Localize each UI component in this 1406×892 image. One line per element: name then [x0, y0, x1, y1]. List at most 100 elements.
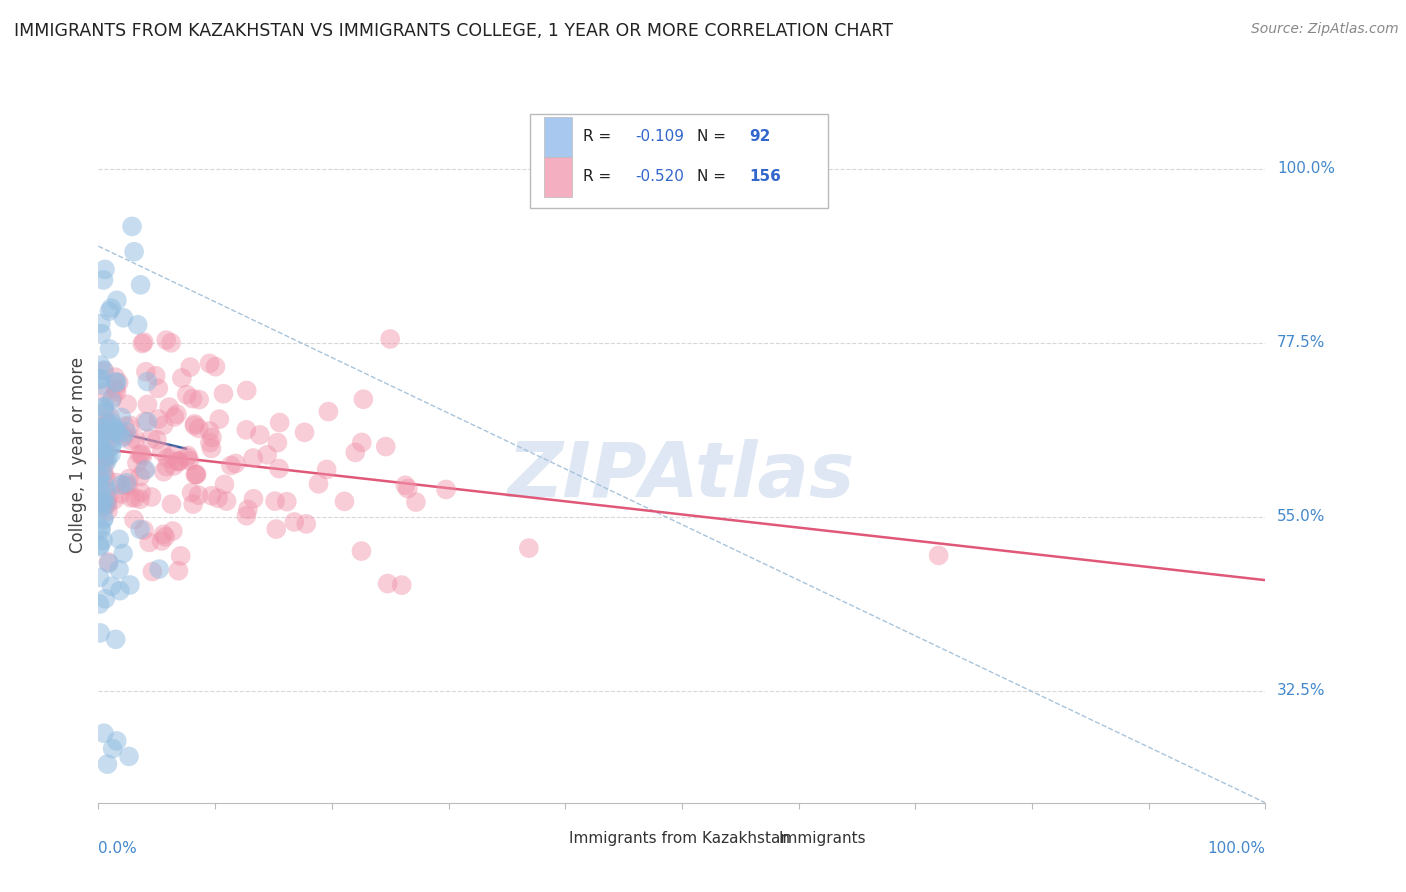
Point — [183, 417, 205, 431]
Point — [120, 434, 142, 448]
Point — [136, 397, 159, 411]
Point — [242, 491, 264, 506]
Point — [135, 365, 157, 379]
Point — [380, 332, 402, 346]
Point — [200, 489, 222, 503]
Point — [114, 419, 136, 434]
Point — [89, 372, 111, 386]
Point — [110, 487, 132, 501]
Point — [160, 449, 183, 463]
Point — [90, 487, 112, 501]
FancyBboxPatch shape — [544, 118, 572, 157]
Point — [283, 515, 305, 529]
Point — [264, 494, 287, 508]
Point — [115, 475, 138, 490]
Point — [93, 511, 115, 525]
Point — [100, 447, 122, 461]
Point — [170, 549, 193, 563]
Point — [167, 454, 190, 468]
Point — [93, 385, 115, 400]
Point — [117, 478, 139, 492]
Point — [90, 420, 112, 434]
Point — [93, 726, 115, 740]
Point — [145, 368, 167, 383]
Point — [98, 409, 121, 424]
Point — [318, 404, 340, 418]
Point — [100, 579, 122, 593]
Point — [308, 476, 330, 491]
Text: Immigrants: Immigrants — [779, 831, 866, 847]
Point — [97, 491, 120, 506]
Point — [89, 420, 111, 434]
Point — [97, 450, 120, 465]
Point — [105, 475, 128, 490]
Point — [97, 424, 120, 438]
Point — [101, 391, 124, 405]
Point — [91, 442, 114, 456]
Point — [236, 502, 259, 516]
Point — [89, 469, 111, 483]
Point — [155, 530, 177, 544]
Point — [108, 563, 131, 577]
Point — [91, 401, 114, 415]
Point — [122, 513, 145, 527]
Point — [176, 387, 198, 401]
Point — [128, 447, 150, 461]
Point — [198, 424, 221, 438]
Point — [139, 432, 162, 446]
Text: 100.0%: 100.0% — [1277, 161, 1336, 177]
Point — [97, 504, 120, 518]
Text: Source: ZipAtlas.com: Source: ZipAtlas.com — [1251, 22, 1399, 37]
Point — [91, 533, 114, 548]
Text: 100.0%: 100.0% — [1208, 841, 1265, 856]
Point — [131, 336, 153, 351]
Text: IMMIGRANTS FROM KAZAKHSTAN VS IMMIGRANTS COLLEGE, 1 YEAR OR MORE CORRELATION CHA: IMMIGRANTS FROM KAZAKHSTAN VS IMMIGRANTS… — [14, 22, 893, 40]
Point — [100, 393, 122, 408]
Point — [105, 376, 128, 390]
Point — [97, 555, 120, 569]
Point — [187, 488, 209, 502]
Point — [89, 439, 111, 453]
Point — [162, 524, 184, 538]
Text: 77.5%: 77.5% — [1277, 335, 1326, 351]
Point — [184, 467, 207, 482]
Point — [157, 400, 180, 414]
Point — [132, 523, 155, 537]
Point — [96, 455, 118, 469]
Point — [89, 540, 111, 554]
Point — [104, 382, 127, 396]
Point — [96, 497, 118, 511]
Text: R =: R = — [582, 169, 616, 184]
Point — [93, 406, 115, 420]
Point — [350, 544, 373, 558]
Point — [108, 583, 131, 598]
Point — [118, 472, 141, 486]
Point — [148, 412, 170, 426]
FancyBboxPatch shape — [544, 157, 572, 197]
Point — [93, 453, 115, 467]
Text: 92: 92 — [749, 129, 770, 145]
Point — [138, 535, 160, 549]
Point — [167, 454, 190, 468]
Point — [94, 478, 117, 492]
Point — [156, 451, 179, 466]
Point — [215, 494, 238, 508]
Point — [212, 386, 235, 401]
Point — [146, 433, 169, 447]
Point — [131, 449, 153, 463]
Point — [155, 333, 177, 347]
Point — [94, 495, 117, 509]
Point — [235, 508, 257, 523]
Point — [93, 451, 115, 466]
Point — [167, 564, 190, 578]
Point — [114, 478, 136, 492]
Point — [235, 384, 257, 398]
Point — [89, 570, 111, 584]
Point — [152, 418, 174, 433]
Point — [134, 414, 156, 428]
Point — [90, 523, 112, 537]
Point — [129, 492, 152, 507]
Text: 55.0%: 55.0% — [1277, 509, 1326, 524]
Point — [103, 424, 125, 438]
Point — [94, 591, 117, 606]
